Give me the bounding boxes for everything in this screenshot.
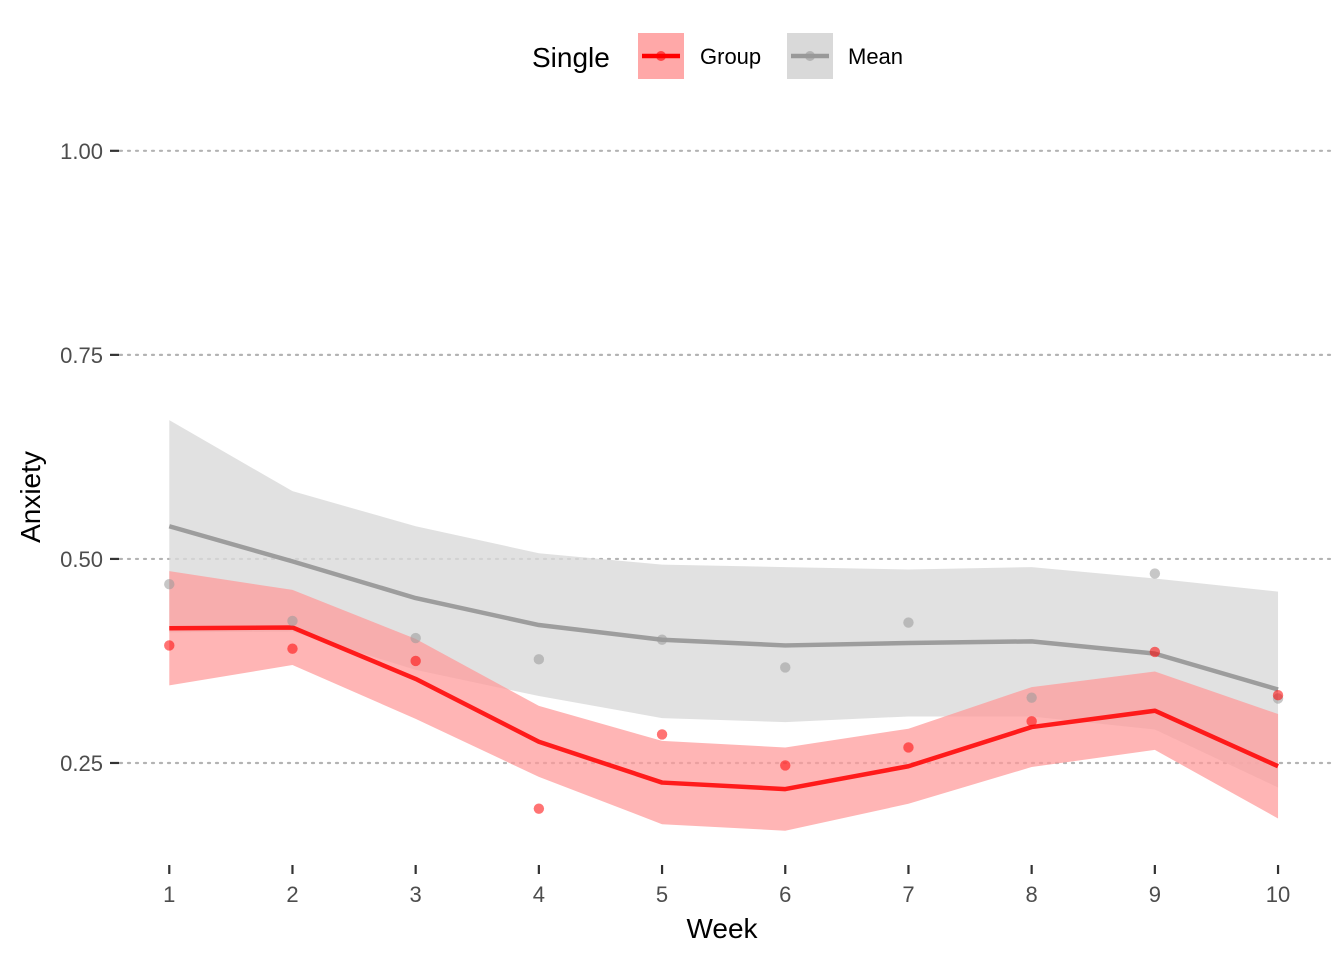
axes: 0.25 0.50 0.75 1.00 1 2 3 4 5 6 7 8 9 10	[60, 139, 1290, 907]
legend: Single Group Mean	[532, 33, 903, 79]
data-point-group	[410, 655, 421, 667]
data-point-group	[903, 742, 914, 753]
data-point-mean	[1026, 692, 1037, 703]
x-tick-label: 5	[656, 882, 668, 907]
legend-key-point-group	[656, 51, 666, 61]
y-tick-label: 0.50	[60, 547, 103, 572]
data-point-group	[656, 729, 668, 740]
legend-label-mean: Mean	[848, 44, 903, 69]
x-tick-label: 6	[779, 882, 791, 907]
y-axis-title: Anxiety	[15, 451, 46, 543]
legend-key-point-mean	[805, 51, 815, 61]
x-tick-label: 1	[163, 882, 175, 907]
data-point-group	[533, 803, 545, 814]
y-tick-label: 0.75	[60, 343, 103, 368]
confidence-band-mean	[169, 420, 1279, 788]
data-point-mean	[410, 632, 421, 644]
confidence-band-group	[169, 571, 1279, 831]
legend-entry-group: Group	[638, 33, 761, 79]
data-point-mean	[780, 662, 791, 673]
data-point-group	[164, 640, 175, 651]
data-point-mean	[903, 617, 914, 628]
data-point-group	[780, 760, 791, 771]
data-point-group	[1026, 716, 1037, 727]
x-tick-label: 2	[286, 882, 298, 907]
x-tick-label: 7	[902, 882, 914, 907]
fit-line-group	[169, 625, 1279, 792]
x-tick-label: 10	[1266, 882, 1290, 907]
data-point-mean	[533, 654, 545, 665]
legend-title: Single	[532, 42, 610, 73]
confidence-bands	[169, 420, 1279, 831]
x-tick-label: 4	[533, 882, 545, 907]
legend-entry-mean: Mean	[787, 33, 903, 79]
data-point-mean	[1149, 568, 1161, 579]
data-point-mean	[164, 579, 175, 590]
x-tick-label: 9	[1149, 882, 1161, 907]
y-tick-label: 0.25	[60, 751, 103, 776]
fit-lines	[168, 524, 1279, 792]
x-tick-label: 3	[410, 882, 422, 907]
data-point-group	[287, 643, 298, 654]
legend-entries: Group Mean	[638, 33, 903, 79]
data-point-mean	[656, 634, 668, 645]
y-tick-label: 1.00	[60, 139, 103, 164]
data-point-group	[1272, 690, 1284, 701]
legend-label-group: Group	[700, 44, 761, 69]
x-axis-title: Week	[686, 913, 758, 944]
data-points	[164, 568, 1284, 814]
data-point-group	[1149, 646, 1161, 658]
x-tick-label: 8	[1026, 882, 1038, 907]
data-point-mean	[287, 615, 298, 627]
fit-line-mean	[168, 524, 1279, 692]
